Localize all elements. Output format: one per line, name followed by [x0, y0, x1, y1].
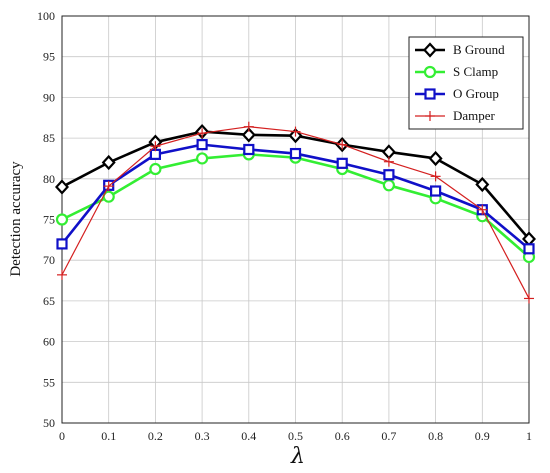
x-tick-label: 1 — [526, 429, 532, 443]
x-tick-label: 0.4 — [241, 429, 256, 443]
data-point-damper — [524, 293, 534, 304]
y-tick-label: 55 — [43, 375, 55, 389]
x-tick-labels: 0 0.1 0.2 0.3 0.4 0.5 0.6 0.7 0.8 0.9 1 — [59, 429, 532, 443]
data-point-o-group — [523, 243, 535, 255]
legend-marker — [423, 65, 437, 79]
legend-label: Damper — [453, 108, 496, 123]
data-point-s-clamp — [55, 213, 69, 226]
y-tick-labels: 50 55 60 65 70 75 80 85 90 95 100 — [37, 9, 55, 430]
y-tick-label: 90 — [43, 90, 55, 104]
legend-item-damper: Damper — [415, 108, 496, 123]
data-point-b-ground — [241, 127, 256, 143]
data-point-damper — [290, 126, 301, 137]
data-point-b-ground — [101, 154, 116, 171]
y-tick-label: 75 — [43, 213, 55, 227]
y-tick-label: 50 — [43, 416, 55, 430]
y-tick-label: 65 — [43, 294, 55, 308]
legend-marker — [424, 88, 436, 100]
data-point-damper — [197, 128, 208, 139]
data-point-o-group — [243, 143, 255, 156]
data-point-damper — [383, 156, 394, 167]
data-point-damper — [57, 269, 67, 280]
y-tick-label: 70 — [43, 253, 55, 267]
y-tick-label: 85 — [43, 131, 55, 145]
data-point-damper — [243, 121, 254, 132]
x-tick-label: 0.2 — [148, 429, 163, 443]
data-point-b-ground — [428, 150, 443, 167]
y-tick-label: 100 — [37, 9, 55, 23]
data-point-o-group — [383, 169, 395, 181]
x-tick-label: 0 — [59, 429, 65, 443]
series-group — [55, 121, 536, 304]
data-point-damper — [103, 181, 114, 192]
data-point-damper — [150, 141, 161, 152]
data-point-s-clamp — [149, 162, 162, 176]
data-point-damper — [337, 139, 348, 150]
legend-marker — [425, 111, 435, 121]
legend-item-o-group: O Group — [415, 86, 499, 101]
x-axis-label: λ — [290, 444, 305, 469]
data-point-o-group — [56, 238, 68, 250]
x-tick-label: 0.5 — [288, 429, 303, 443]
legend-item-b-ground: B Ground — [415, 42, 505, 58]
legend: B Ground S Clamp O Group Damper — [408, 36, 524, 130]
data-point-o-group — [196, 139, 208, 151]
legend-label: B Ground — [453, 42, 505, 57]
data-point-damper — [477, 204, 488, 215]
data-point-damper — [430, 171, 441, 182]
x-tick-label: 0.3 — [195, 429, 210, 443]
x-tick-label: 0.6 — [335, 429, 350, 443]
x-tick-label: 0.1 — [101, 429, 116, 443]
y-tick-label: 95 — [43, 50, 55, 64]
y-axis-label: Detection accuracy — [8, 161, 24, 277]
y-tick-label: 60 — [43, 335, 55, 349]
y-tick-label: 80 — [43, 172, 55, 186]
data-point-s-clamp — [382, 179, 395, 192]
x-tick-label: 0.7 — [381, 429, 396, 443]
data-point-o-group — [336, 157, 348, 169]
x-tick-label: 0.9 — [475, 429, 490, 443]
data-point-b-ground — [475, 176, 490, 193]
data-point-s-clamp — [196, 152, 209, 165]
legend-marker — [423, 42, 437, 58]
data-point-o-group — [289, 147, 302, 160]
x-tick-label: 0.8 — [428, 429, 443, 443]
data-point-b-ground — [55, 179, 69, 195]
legend-label: S Clamp — [453, 64, 498, 79]
data-point-o-group — [430, 185, 442, 197]
legend-item-s-clamp: S Clamp — [415, 64, 498, 79]
legend-label: O Group — [453, 86, 499, 101]
series-damper — [57, 121, 534, 304]
